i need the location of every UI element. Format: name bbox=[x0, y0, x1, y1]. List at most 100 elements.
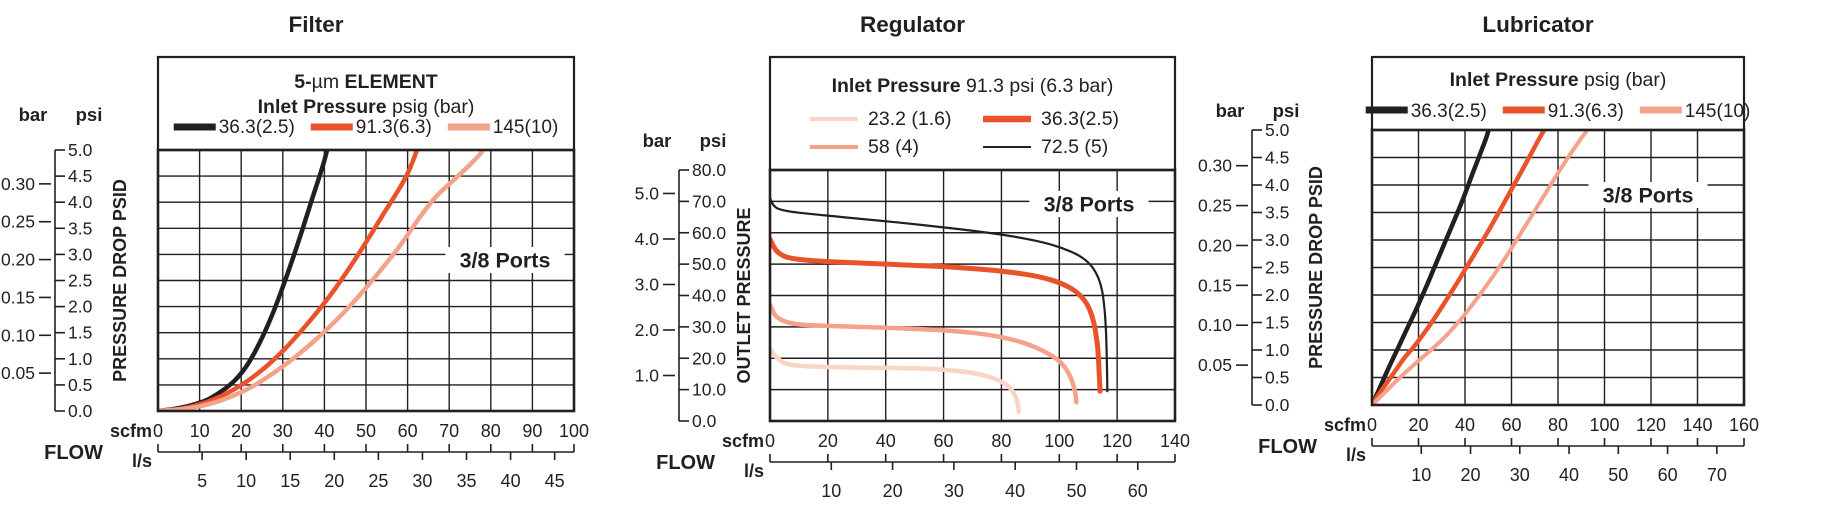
scfm-tick-label: 140 bbox=[1682, 415, 1712, 435]
ls-tick-label: 10 bbox=[821, 481, 841, 501]
scfm-tick-label: 100 bbox=[1589, 415, 1619, 435]
psi-unit-header: psi bbox=[1273, 100, 1300, 121]
psi-tick-label: 2.0 bbox=[68, 297, 93, 317]
legend-header-line-segment: 5- bbox=[294, 71, 311, 93]
scfm-tick-label: 120 bbox=[1636, 415, 1666, 435]
scfm-tick-label: 80 bbox=[1548, 415, 1568, 435]
ls-tick-label: 40 bbox=[1559, 465, 1579, 485]
psi-tick-label: 0.0 bbox=[692, 411, 717, 431]
y-axis-title: PRESSURE DROP PSID bbox=[110, 179, 130, 382]
ls-tick-label: 20 bbox=[324, 471, 344, 491]
ports-annotation-bg bbox=[445, 247, 565, 273]
legend-label-145(10): 145(10) bbox=[1685, 101, 1751, 122]
curve-58 (4) bbox=[770, 302, 1079, 405]
legend-header-line-segment: Inlet Pressure bbox=[832, 75, 961, 97]
filter-chart: 3/8 Ports 0.0 0.5 1.0 1.5 2.0 2.5 3.0 3.5 4.0 4.5 5… bbox=[1, 55, 589, 491]
psi-tick-label: 80.0 bbox=[692, 160, 726, 180]
ls-tick-label: 70 bbox=[1707, 465, 1727, 485]
legend-header-line-segment: Inlet Pressure bbox=[258, 96, 387, 118]
lubricator-chart: 3/8 Ports 0.0 0.5 1.0 1.5 2.0 2.5 3.0 3.5 4.0 4.5 5… bbox=[1198, 55, 1759, 485]
scfm-tick-label: 90 bbox=[522, 421, 542, 441]
psi-tick-label: 1.5 bbox=[68, 323, 92, 343]
curve-72.5 (5) bbox=[770, 197, 1109, 393]
legend-header-line-segment: ELEMENT bbox=[339, 71, 438, 93]
scfm-tick-label: 100 bbox=[559, 421, 589, 441]
bar-tick-label: 0.05 bbox=[1, 363, 35, 383]
psi-tick-label: 1.0 bbox=[68, 349, 93, 369]
bar-tick-label: 0.05 bbox=[1198, 355, 1232, 375]
ls-tick-label: 25 bbox=[368, 471, 388, 491]
psi-tick-label: 4.5 bbox=[1265, 148, 1289, 168]
psi-tick-label: 0.5 bbox=[68, 375, 92, 395]
ports-annotation: 3/8 Ports bbox=[1044, 193, 1135, 217]
bar-tick-label: 2.0 bbox=[635, 320, 660, 340]
y-axis-title: PRESSURE DROP PSID bbox=[1306, 166, 1326, 369]
scfm-tick-label: 60 bbox=[1501, 415, 1521, 435]
legend-header-line-segment: Inlet Pressure bbox=[1450, 69, 1579, 91]
legend-header-line-segment: psig (bar) bbox=[387, 96, 475, 118]
psi-tick-label: 5.0 bbox=[68, 140, 93, 160]
plot-border bbox=[768, 168, 1177, 423]
scfm-unit-label: scfm bbox=[110, 421, 152, 441]
ls-tick-label: 40 bbox=[1005, 481, 1025, 501]
curve-145(10) bbox=[1372, 130, 1590, 405]
plot-border bbox=[1370, 128, 1746, 407]
psi-tick-label: 50.0 bbox=[692, 254, 726, 274]
bar-tick-label: 0.10 bbox=[1198, 315, 1232, 335]
scfm-tick-label: 0 bbox=[765, 431, 775, 451]
ls-tick-label: 30 bbox=[944, 481, 964, 501]
ls-unit-label: l/s bbox=[1346, 445, 1366, 465]
scfm-tick-label: 0 bbox=[153, 421, 163, 441]
y-axis-title: OUTLET PRESSURE bbox=[734, 207, 754, 383]
legend-label-91.3(6.3): 91.3(6.3) bbox=[1548, 101, 1624, 122]
scfm-tick-label: 10 bbox=[190, 421, 210, 441]
bar-unit-header: bar bbox=[1216, 100, 1245, 121]
bar-tick-label: 0.25 bbox=[1198, 196, 1232, 216]
scfm-tick-label: 100 bbox=[1044, 431, 1074, 451]
scfm-tick-label: 40 bbox=[314, 421, 334, 441]
legend-header-line-segment: 91.3 psi (6.3 bar) bbox=[961, 75, 1114, 97]
psi-tick-label: 0.0 bbox=[1265, 395, 1290, 415]
legend-label-91.3(6.3): 91.3(6.3) bbox=[356, 117, 432, 138]
series-group bbox=[770, 197, 1109, 414]
bar-tick-label: 0.25 bbox=[1, 212, 35, 232]
legend-label-36.3(2.5): 36.3(2.5) bbox=[1411, 101, 1487, 122]
scfm-tick-label: 60 bbox=[934, 431, 954, 451]
legend-label-58 (4): 58 (4) bbox=[868, 136, 919, 158]
psi-tick-label: 3.5 bbox=[68, 218, 92, 238]
scfm-tick-label: 0 bbox=[1367, 415, 1377, 435]
plot-border bbox=[156, 148, 576, 413]
legend-label-36.3(2.5): 36.3(2.5) bbox=[1041, 108, 1119, 130]
psi-tick-label: 1.0 bbox=[1265, 340, 1290, 360]
ls-tick-label: 5 bbox=[197, 471, 207, 491]
legend-header-line: Inlet Pressure 91.3 psi (6.3 bar) bbox=[832, 75, 1114, 97]
scfm-tick-label: 20 bbox=[818, 431, 838, 451]
ls-tick-label: 10 bbox=[1411, 465, 1431, 485]
curve-23.2 (1.6) bbox=[770, 346, 1022, 414]
curve-145(10) bbox=[158, 150, 486, 411]
ls-tick-label: 35 bbox=[456, 471, 476, 491]
scfm-unit-label: scfm bbox=[722, 431, 764, 451]
legend-label-23.2 (1.6): 23.2 (1.6) bbox=[868, 108, 951, 130]
bar-tick-label: 3.0 bbox=[635, 274, 660, 294]
ls-tick-label: 60 bbox=[1128, 481, 1148, 501]
curve-36.3(2.5) bbox=[158, 150, 330, 411]
psi-tick-label: 60.0 bbox=[692, 223, 726, 243]
regulator-chart-title: Regulator bbox=[859, 12, 965, 37]
psi-tick-label: 2.0 bbox=[1265, 285, 1290, 305]
psi-tick-label: 10.0 bbox=[692, 380, 726, 400]
ls-tick-label: 15 bbox=[280, 471, 300, 491]
bar-tick-label: 0.15 bbox=[1198, 275, 1232, 295]
psi-tick-label: 3.0 bbox=[68, 244, 93, 264]
psi-tick-label: 30.0 bbox=[692, 317, 726, 337]
psi-tick-label: 4.5 bbox=[68, 166, 92, 186]
curve-36.3(2.5) bbox=[770, 236, 1103, 394]
ports-annotation: 3/8 Ports bbox=[460, 249, 551, 273]
bar-tick-label: 5.0 bbox=[635, 183, 660, 203]
psi-tick-label: 4.0 bbox=[68, 192, 93, 212]
regulator-chart: 3/8 Ports 0.0 10.0 20.0 30.0 40.0 50.0 60.0 70.0… bbox=[635, 55, 1190, 501]
psi-tick-label: 2.5 bbox=[1265, 258, 1289, 278]
scfm-tick-label: 60 bbox=[398, 421, 418, 441]
